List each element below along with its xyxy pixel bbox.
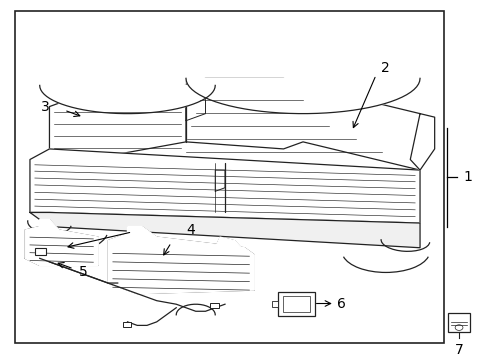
FancyBboxPatch shape	[277, 292, 314, 315]
Bar	[447, 313, 469, 332]
Text: 4: 4	[185, 223, 194, 237]
Bar	[271, 301, 277, 307]
Polygon shape	[40, 85, 215, 114]
Text: 3: 3	[41, 100, 49, 113]
Polygon shape	[30, 149, 419, 223]
Polygon shape	[185, 78, 419, 114]
Polygon shape	[127, 226, 157, 237]
Polygon shape	[49, 85, 185, 163]
Polygon shape	[108, 234, 254, 294]
Polygon shape	[409, 114, 434, 170]
Text: 5: 5	[79, 265, 87, 279]
Polygon shape	[215, 237, 244, 251]
Polygon shape	[25, 226, 98, 265]
Polygon shape	[30, 212, 419, 248]
Bar	[35, 248, 45, 255]
Polygon shape	[185, 78, 419, 170]
Polygon shape	[40, 220, 59, 230]
Text: 7: 7	[454, 343, 463, 357]
Text: 2: 2	[380, 61, 389, 75]
Bar	[210, 303, 219, 309]
Bar	[282, 296, 309, 312]
Bar	[122, 322, 131, 327]
Text: 1: 1	[462, 170, 471, 184]
Bar	[15, 11, 444, 343]
Text: 6: 6	[336, 297, 346, 311]
